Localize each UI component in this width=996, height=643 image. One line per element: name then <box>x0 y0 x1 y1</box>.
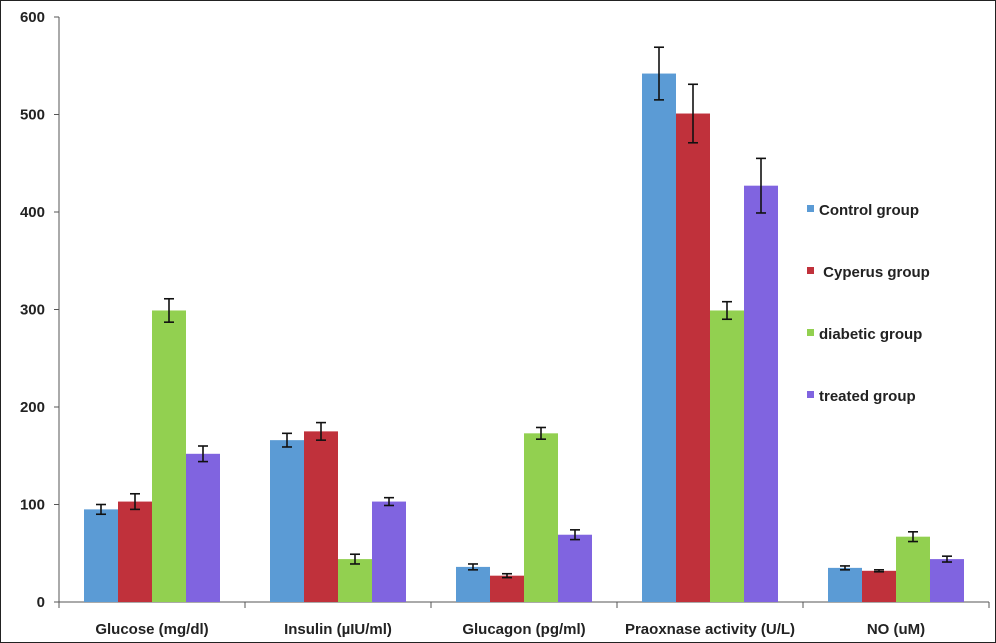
y-tick-label: 600 <box>20 9 45 26</box>
bar <box>152 310 186 602</box>
bar <box>118 501 152 602</box>
bar <box>896 536 930 602</box>
y-tick-label: 200 <box>20 399 45 416</box>
bar <box>304 431 338 602</box>
bar <box>270 440 304 602</box>
legend-label: diabetic group <box>819 326 922 343</box>
bar <box>524 433 558 602</box>
bar <box>862 570 896 602</box>
x-category-label: Glucagon (pg/ml) <box>462 621 585 638</box>
y-tick-label: 300 <box>20 302 45 319</box>
x-category-label: Glucose (mg/dl) <box>95 621 208 638</box>
y-tick-label: 500 <box>20 107 45 124</box>
bar <box>676 113 710 603</box>
bar <box>828 567 862 602</box>
x-category-label: NO (uM) <box>867 621 925 638</box>
bar <box>744 185 778 603</box>
y-tick-label: 400 <box>20 204 45 221</box>
y-tick-label: 0 <box>37 594 45 611</box>
bar <box>558 534 592 602</box>
bar <box>642 73 676 603</box>
legend-swatch <box>807 391 814 398</box>
bar <box>490 575 524 602</box>
bar <box>372 501 406 602</box>
bar <box>84 509 118 602</box>
legend-label: treated group <box>819 388 916 405</box>
bar <box>930 559 964 602</box>
x-category-label: Praoxnase activity (U/L) <box>625 621 795 638</box>
bar <box>186 453 220 602</box>
legend-label: Cyperus group <box>819 264 930 281</box>
legend-label: Control group <box>819 202 919 219</box>
bar <box>456 566 490 602</box>
x-category-label: Insulin (µIU/ml) <box>284 621 392 638</box>
bar <box>710 310 744 602</box>
y-tick-label: 100 <box>20 497 45 514</box>
legend-swatch <box>807 329 814 336</box>
legend-swatch <box>807 267 814 274</box>
legend-swatch <box>807 205 814 212</box>
bar <box>338 559 372 602</box>
